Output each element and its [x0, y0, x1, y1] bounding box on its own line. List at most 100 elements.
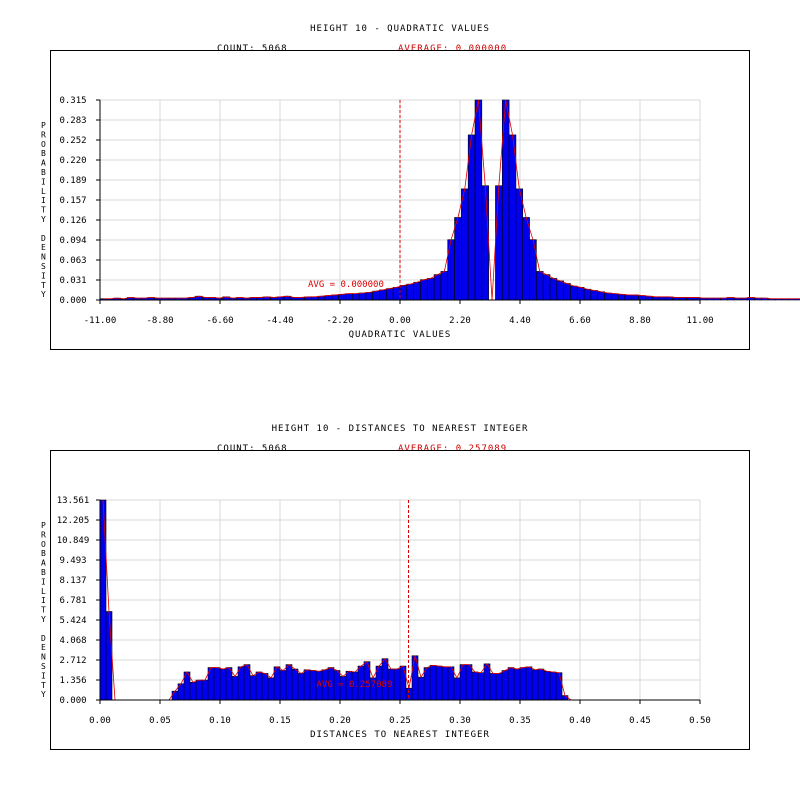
histogram-bar: [225, 667, 233, 701]
histogram-bar: [285, 664, 293, 701]
histogram-bar: [513, 668, 521, 701]
histogram-bar: [105, 611, 113, 701]
y-tick-label: 0.000: [59, 696, 86, 706]
x-tick-label: 11.00: [686, 316, 713, 326]
y-tick-label: 9.493: [59, 556, 86, 566]
histogram-bar: [519, 667, 527, 701]
y-tick-label: 1.356: [59, 676, 86, 686]
histogram-bar: [171, 690, 179, 701]
x-tick-label: 0.10: [209, 716, 231, 726]
histogram-bar: [219, 668, 227, 701]
histogram-bar: [507, 667, 515, 701]
histogram-bar: [441, 666, 449, 701]
x-tick-label: -6.60: [206, 316, 233, 326]
x-tick-label: 0.00: [89, 716, 111, 726]
average-marker-label: AVG = 0.257089: [317, 680, 393, 690]
x-tick-label: -2.20: [326, 316, 353, 326]
y-tick-label: 8.137: [59, 576, 86, 586]
y-tick-label: 4.068: [59, 636, 86, 646]
histogram-bar: [231, 676, 239, 701]
histogram-bar: [525, 666, 533, 701]
chart-2-count-label: COUNT: 5068: [217, 444, 288, 454]
x-tick-label: 0.30: [449, 716, 471, 726]
histogram-bar: [429, 665, 437, 701]
histogram-bar: [495, 673, 503, 701]
y-tick-label: 13.561: [57, 496, 90, 506]
histogram-bar: [279, 670, 287, 701]
histogram-bar: [273, 666, 281, 701]
histogram-bar: [243, 664, 251, 701]
chart-2-average-label: AVERAGE: 0.257089: [398, 444, 508, 454]
chart-1-frame: [50, 50, 750, 350]
y-tick-label: 0.063: [59, 256, 86, 266]
histogram-bar: [201, 679, 209, 701]
x-tick-label: 0.25: [389, 716, 411, 726]
histogram-bar: [237, 666, 245, 701]
histogram-bar: [453, 677, 461, 701]
histogram-bar: [483, 663, 491, 701]
chart-2-frame: [50, 450, 750, 750]
x-tick-label: 0.05: [149, 716, 171, 726]
x-tick-label: 6.60: [569, 316, 591, 326]
histogram-bar: [405, 687, 413, 701]
histogram-bar: [537, 668, 545, 701]
y-tick-label: 0.220: [59, 156, 86, 166]
histogram-bar: [561, 695, 569, 701]
x-tick-label: -11.00: [84, 316, 117, 326]
x-tick-label: 4.40: [509, 316, 531, 326]
histogram-bar: [447, 666, 455, 701]
x-tick-label: -8.80: [146, 316, 173, 326]
histogram-bar: [477, 672, 485, 701]
histogram-bar: [531, 669, 539, 701]
y-tick-label: 0.157: [59, 196, 86, 206]
x-tick-label: 0.35: [509, 716, 531, 726]
histogram-bar: [417, 676, 425, 701]
histogram-bar: [303, 669, 311, 701]
y-tick-label: 0.000: [59, 296, 86, 306]
histogram-bar: [423, 667, 431, 701]
histogram-bar: [255, 671, 263, 701]
histogram-bar: [501, 670, 509, 701]
histogram-bar: [297, 673, 305, 701]
x-axis-label: QUADRATIC VALUES: [349, 330, 452, 340]
x-tick-label: 0.00: [389, 316, 411, 326]
x-tick-label: 0.40: [569, 716, 591, 726]
x-tick-label: 0.20: [329, 716, 351, 726]
y-tick-label: 0.031: [59, 276, 86, 286]
y-tick-label: 0.094: [59, 236, 86, 246]
histogram-bar: [489, 673, 497, 701]
chart-2-title: HEIGHT 10 - DISTANCES TO NEAREST INTEGER: [271, 424, 529, 434]
histogram-bar: [393, 668, 401, 701]
histogram-bar: [399, 665, 407, 701]
histogram-bar: [549, 671, 557, 701]
histogram-bar: [471, 671, 479, 701]
y-tick-label: 10.849: [57, 536, 90, 546]
histogram-bar: [195, 679, 203, 701]
histogram-bar: [555, 672, 563, 701]
histogram-bar: [267, 677, 275, 701]
histogram-bar: [465, 664, 473, 701]
y-tick-label: 5.424: [59, 616, 86, 626]
histogram-bar: [99, 499, 107, 701]
histogram-bar: [261, 673, 269, 701]
histogram-bar: [309, 670, 317, 701]
chart-1-title: HEIGHT 10 - QUADRATIC VALUES: [310, 24, 490, 34]
y-tick-label: 0.189: [59, 176, 86, 186]
x-tick-label: 0.15: [269, 716, 291, 726]
y-tick-label: 2.712: [59, 656, 86, 666]
histogram-bar: [249, 675, 257, 701]
y-tick-label: 0.252: [59, 136, 86, 146]
density-line: [102, 499, 572, 701]
histogram-bar: [291, 668, 299, 701]
y-tick-label: 6.781: [59, 596, 86, 606]
chart-1-average-label: AVERAGE: 0.000000: [398, 44, 508, 54]
y-tick-label: 12.205: [57, 516, 90, 526]
x-axis-label: DISTANCES TO NEAREST INTEGER: [310, 730, 490, 740]
histogram-bar: [543, 670, 551, 701]
histogram-bar: [213, 667, 221, 701]
x-tick-label: 0.50: [689, 716, 711, 726]
